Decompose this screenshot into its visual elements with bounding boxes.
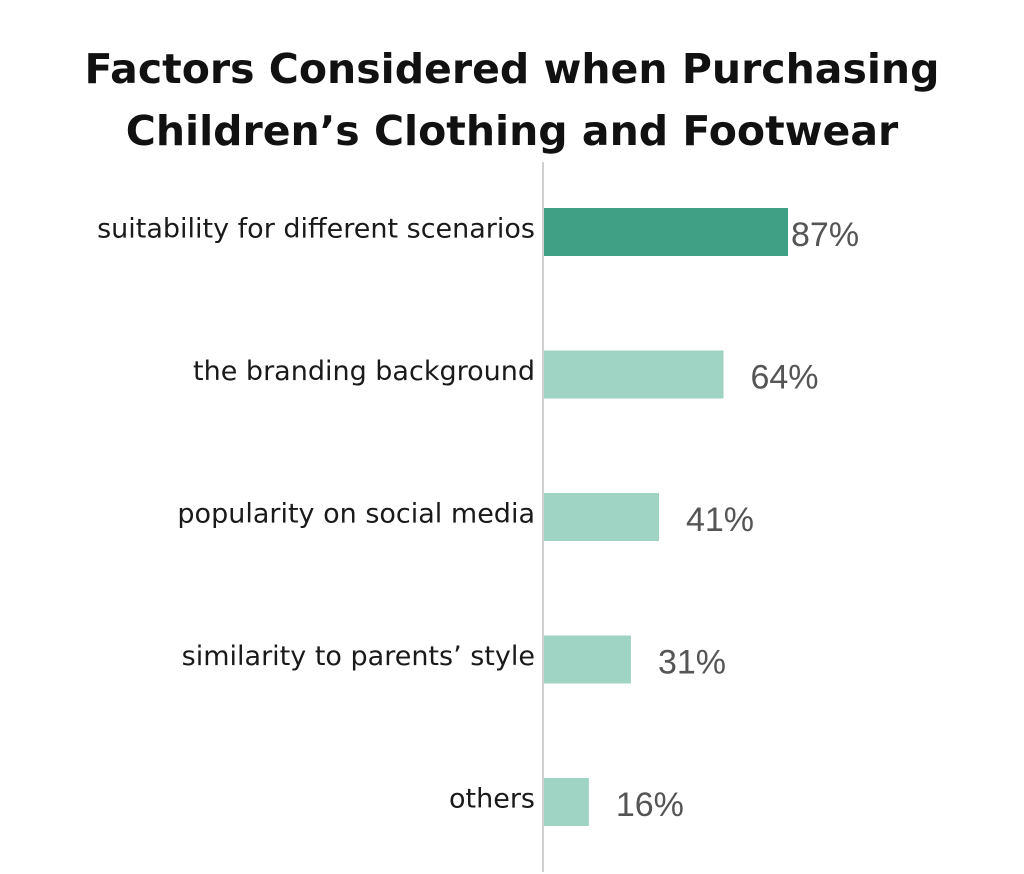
- chart-title-line-1: Factors Considered when Purchasing: [84, 45, 940, 93]
- chart-title: Factors Considered when Purchasing Child…: [0, 38, 1024, 162]
- bars-group: [544, 208, 788, 826]
- value-label-0: 87%: [791, 216, 859, 254]
- bar-3: [544, 635, 631, 684]
- bar-2: [544, 493, 659, 541]
- category-label-1: the branding background: [193, 356, 535, 387]
- value-label-2: 41%: [686, 501, 754, 539]
- category-label-2: popularity on social media: [177, 499, 535, 530]
- value-label-3: 31%: [658, 643, 726, 681]
- value-label-4: 16%: [616, 786, 684, 824]
- category-label-3: similarity to parents’ style: [182, 641, 535, 672]
- bar-1: [544, 350, 724, 399]
- chart-title-line-2: Children’s Clothing and Footwear: [125, 107, 899, 155]
- category-label-4: others: [449, 784, 535, 815]
- bar-0: [544, 208, 788, 256]
- value-label-1: 64%: [750, 358, 818, 396]
- category-label-0: suitability for different scenarios: [97, 214, 535, 245]
- bar-4: [544, 778, 589, 826]
- labels-group: suitability for different scenarios 87% th…: [97, 214, 859, 824]
